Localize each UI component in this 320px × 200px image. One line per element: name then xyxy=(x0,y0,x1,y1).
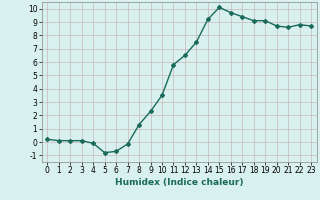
X-axis label: Humidex (Indice chaleur): Humidex (Indice chaleur) xyxy=(115,178,244,187)
